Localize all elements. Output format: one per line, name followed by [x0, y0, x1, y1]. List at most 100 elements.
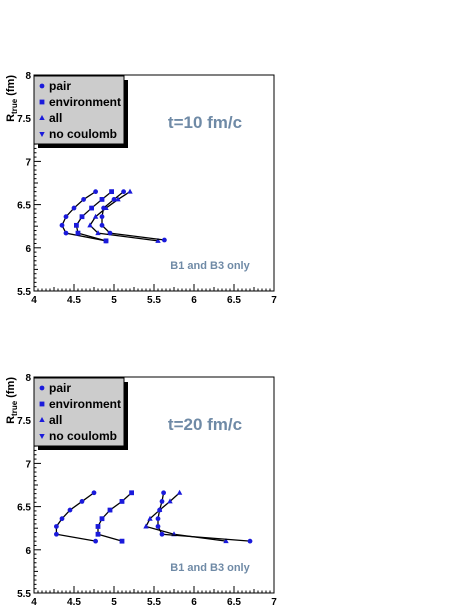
data-point [59, 222, 65, 228]
x-tick-label: 4 [31, 597, 37, 607]
data-point [79, 499, 85, 504]
series-no-coulomb [99, 189, 167, 243]
x-tick-label: 5.5 [147, 295, 161, 305]
data-point [93, 189, 98, 195]
data-point [91, 490, 97, 496]
y-tick-label: 8 [25, 71, 31, 82]
series-environment [74, 189, 114, 244]
legend-entry: all [49, 111, 62, 125]
data-point [87, 222, 93, 228]
y-tick-label: 6.5 [17, 201, 31, 212]
data-point [99, 214, 105, 220]
data-point [99, 516, 105, 522]
data-point [115, 196, 121, 202]
data-point [143, 523, 149, 529]
data-point [119, 538, 125, 544]
data-point [101, 205, 106, 211]
data-point [159, 531, 165, 537]
data-point [119, 499, 125, 504]
data-point [107, 507, 113, 513]
data-point [223, 538, 229, 544]
data-point [89, 205, 94, 211]
legend-marker [39, 115, 45, 120]
data-point [155, 237, 161, 243]
data-point [111, 197, 117, 202]
legend-entry: all [49, 413, 62, 427]
data-point [247, 538, 253, 544]
x-tick-label: 5 [111, 597, 117, 607]
legend-entry: pair [49, 79, 71, 93]
legend-entry: environment [49, 397, 121, 411]
series-all [143, 489, 229, 544]
data-point [147, 515, 153, 521]
bottom-chart: 4 4.5 5 5.5 6 6.5 7 5.5 6 6.5 7 7.5 8 R (fm)Rtrue (fm… [5, 373, 277, 607]
x-tick-label: 6.5 [227, 597, 241, 607]
legend-entry: no coulomb [49, 127, 117, 141]
top-chart: 4 4.5 5 5.5 6 6.5 7 5.5 6 6.5 7 7.5 8 R (fm)Rtrue (fm… [5, 71, 277, 305]
data-point [92, 213, 99, 219]
data-point [109, 189, 114, 195]
y-tick-label: 7 [25, 459, 31, 470]
data-point [127, 188, 133, 194]
time-annotation: t=10 fm/c [168, 113, 242, 132]
y-axis-title-subscript: true [10, 98, 19, 114]
x-tick-label: 7 [271, 597, 277, 607]
data-point [95, 230, 101, 236]
legend-marker [39, 417, 45, 422]
y-tick-label: 6 [25, 546, 31, 557]
x-tick-label: 6 [191, 295, 197, 305]
data-point [79, 214, 85, 220]
time-annotation: t=20 fm/c [168, 415, 242, 434]
x-tick-label: 7 [271, 295, 277, 305]
y-axis-title-main: R [5, 416, 17, 424]
subset-note: B1 and B3 only [170, 260, 250, 272]
series-environment [95, 490, 134, 544]
data-point [176, 489, 183, 495]
legend: pair environment all no coulomb [33, 377, 128, 450]
data-point [157, 507, 163, 513]
x-tick-label: 5 [111, 295, 117, 305]
data-point [63, 230, 69, 236]
data-point [167, 498, 173, 504]
x-tick-label: 4.5 [67, 295, 81, 305]
y-tick-label: 6.5 [17, 503, 31, 514]
y-tick-label: 5.5 [17, 287, 31, 298]
legend-marker [39, 385, 45, 391]
data-point [103, 238, 109, 244]
y-tick-label: 5.5 [17, 589, 31, 600]
data-point [99, 197, 105, 202]
y-axis-title-main: R [5, 114, 17, 122]
data-point [107, 230, 113, 236]
x-tick-label: 6.5 [227, 295, 241, 305]
legend-marker [39, 434, 45, 439]
series-pair [54, 490, 98, 544]
data-point [95, 531, 101, 537]
y-axis-title: Rtrue (fm) [5, 377, 19, 424]
data-point [59, 516, 65, 522]
y-tick-label: 8 [25, 373, 31, 384]
legend: pair environment all no coulomb [33, 75, 128, 148]
legend-box [33, 377, 125, 447]
data-point [93, 538, 98, 544]
data-point [81, 197, 86, 202]
data-point [95, 524, 101, 529]
legend-entry: environment [49, 95, 121, 109]
legend-entry: pair [49, 381, 71, 395]
y-axis-title-subscript: true [10, 400, 19, 416]
data-point [99, 222, 105, 228]
data-point [155, 524, 161, 529]
x-tick-label: 6 [191, 597, 197, 607]
legend-marker [39, 83, 45, 89]
y-axis-title: Rtrue (fm) [5, 75, 19, 122]
data-point [162, 237, 167, 243]
data-point [129, 490, 134, 496]
legend-marker [39, 401, 45, 407]
y-axis-title-unit: (fm) [5, 377, 17, 401]
data-point [155, 516, 161, 522]
data-point [74, 222, 79, 228]
data-point [54, 524, 59, 529]
data-point [161, 490, 167, 496]
y-tick-label: 7.5 [17, 416, 31, 427]
data-point [121, 189, 126, 195]
data-point [159, 499, 165, 504]
